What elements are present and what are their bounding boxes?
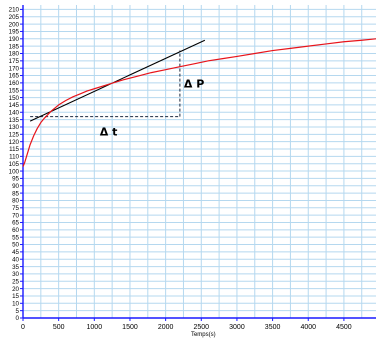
y-tick-label: 10: [12, 301, 19, 308]
y-tick-label: 105: [9, 161, 20, 168]
data-series-line: [22, 38, 376, 167]
y-tick-label: 20: [12, 286, 19, 293]
y-tick-label: 100: [9, 168, 20, 175]
y-tick-label: 25: [12, 278, 19, 285]
y-tick-label: 160: [9, 80, 20, 87]
axes: [20, 5, 376, 321]
y-tick-label: 150: [9, 95, 20, 102]
y-tick-label: 175: [9, 58, 20, 65]
tick-labels: 0510152025303540455055606570758085909510…: [9, 7, 352, 338]
x-tick-label: 4000: [300, 324, 316, 331]
x-tick-label: 2500: [193, 324, 209, 331]
x-tick-label: 3000: [229, 324, 245, 331]
y-tick-label: 200: [9, 21, 20, 28]
y-tick-label: 90: [12, 183, 19, 190]
y-tick-label: 65: [12, 220, 19, 227]
y-tick-label: 210: [9, 7, 20, 14]
y-tick-label: 125: [9, 132, 20, 139]
y-tick-label: 140: [9, 109, 20, 116]
grid: [22, 5, 376, 319]
y-tick-label: 120: [9, 139, 20, 146]
y-tick-label: 145: [9, 102, 20, 109]
x-tick-label: 4500: [336, 324, 352, 331]
series: [22, 38, 376, 167]
annotations: Δ t Δ P: [30, 50, 204, 139]
x-tick-label: 1000: [87, 324, 103, 331]
y-tick-label: 205: [9, 14, 20, 21]
y-tick-label: 165: [9, 73, 20, 80]
y-tick-label: 35: [12, 264, 19, 271]
delta-t-label: Δ t: [100, 126, 118, 139]
y-tick-label: 195: [9, 29, 20, 36]
y-tick-label: 180: [9, 51, 20, 58]
x-axis-label: Temps(s): [191, 332, 216, 338]
x-tick-label: 1500: [122, 324, 138, 331]
y-tick-label: 55: [12, 234, 19, 241]
y-tick-label: 170: [9, 65, 20, 72]
y-tick-label: 0: [16, 315, 20, 322]
y-tick-label: 50: [12, 242, 19, 249]
y-tick-label: 190: [9, 36, 20, 43]
x-tick-label: 2000: [158, 324, 174, 331]
y-tick-label: 115: [9, 146, 19, 153]
y-tick-label: 95: [12, 176, 19, 183]
y-tick-label: 185: [9, 43, 20, 50]
y-tick-label: 85: [12, 190, 19, 197]
y-tick-label: 30: [12, 271, 19, 278]
y-tick-label: 130: [9, 124, 20, 131]
delta-p-label: Δ P: [184, 78, 204, 91]
y-tick-label: 155: [9, 87, 20, 94]
y-tick-label: 70: [12, 212, 19, 219]
y-tick-label: 80: [12, 198, 19, 205]
y-tick-label: 45: [12, 249, 19, 256]
y-tick-label: 135: [9, 117, 20, 124]
y-tick-label: 110: [9, 154, 19, 161]
y-tick-label: 5: [16, 308, 20, 315]
tangent-line: [29, 39, 206, 122]
y-tick-label: 60: [12, 227, 19, 234]
x-tick-label: 0: [21, 324, 25, 331]
y-tick-label: 75: [12, 205, 19, 212]
y-tick-label: 40: [12, 256, 19, 263]
x-tick-label: 500: [53, 324, 65, 331]
y-tick-label: 15: [12, 293, 19, 300]
x-tick-label: 3500: [265, 324, 281, 331]
